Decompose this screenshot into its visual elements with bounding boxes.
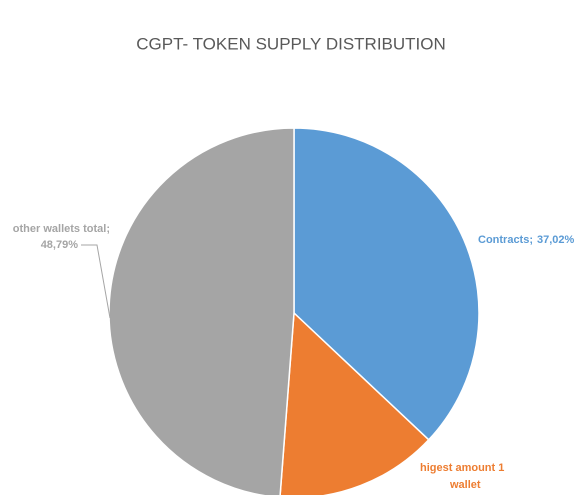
data-label-part: Contracts [478, 234, 529, 246]
data-label-part: 48,79% [41, 239, 79, 251]
data-label-value: 37,02% [537, 234, 575, 246]
data-label: other wallets total; 48,79% [13, 223, 110, 251]
leader-line [81, 244, 111, 319]
data-label-line: higest amount 1 [420, 462, 504, 474]
pie-slice [293, 127, 480, 441]
data-label-part: higest amount 1 [420, 462, 504, 474]
data-label-line: 48,79% [41, 239, 79, 251]
data-label: higest amount 1 wallet [420, 462, 504, 491]
data-label: Contracts; 37,02% [478, 234, 575, 246]
data-label-line: wallet [449, 479, 481, 491]
data-label-line: other wallets total; [13, 223, 110, 235]
pie-slice [279, 311, 430, 495]
data-label-line: Contracts; 37,02% [478, 234, 575, 246]
data-label-part: other wallets total [13, 223, 107, 235]
pie-slice [108, 127, 295, 495]
data-label-part: ; [529, 234, 533, 246]
data-label-part: ; [106, 223, 110, 235]
chart-title: CGPT- TOKEN SUPPLY DISTRIBUTION [136, 34, 446, 53]
